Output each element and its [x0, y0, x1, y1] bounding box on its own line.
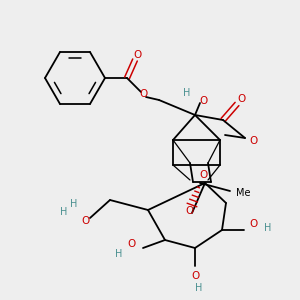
- Text: O: O: [82, 216, 90, 226]
- Text: H: H: [195, 283, 203, 293]
- Text: O: O: [249, 136, 257, 146]
- Text: H: H: [70, 199, 78, 209]
- Text: O: O: [133, 50, 141, 60]
- Text: H: H: [60, 207, 68, 217]
- Text: H: H: [264, 223, 272, 233]
- Text: O: O: [127, 239, 135, 249]
- Text: O: O: [186, 206, 194, 216]
- Text: O: O: [199, 96, 207, 106]
- Text: H: H: [115, 249, 123, 259]
- Text: H: H: [183, 88, 191, 98]
- Text: O: O: [139, 89, 147, 99]
- Text: O: O: [238, 94, 246, 104]
- Text: Me: Me: [236, 188, 250, 198]
- Text: O: O: [199, 170, 207, 180]
- Text: O: O: [250, 219, 258, 229]
- Text: O: O: [191, 271, 199, 281]
